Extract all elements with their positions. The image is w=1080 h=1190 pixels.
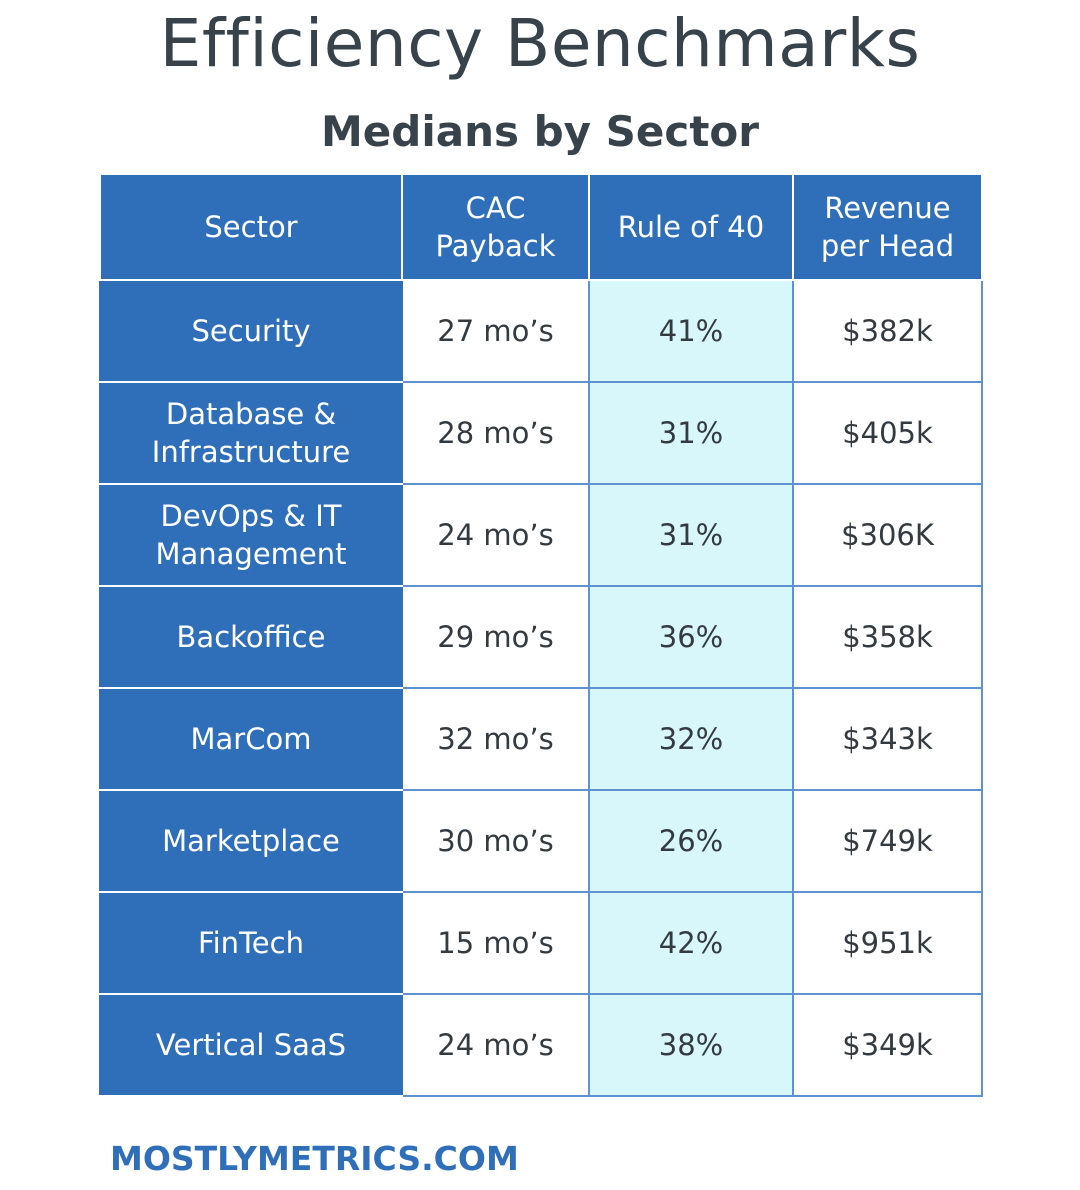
rule-of-40-cell: 36% bbox=[588, 585, 794, 689]
chart-subtitle: Medians by Sector bbox=[321, 107, 759, 156]
revenue-per-head-cell: $382k bbox=[792, 279, 983, 383]
sector-label: MarCom bbox=[190, 722, 312, 756]
sector-label: FinTech bbox=[198, 926, 304, 960]
sector-label: Infrastructure bbox=[151, 435, 351, 469]
table-row: Security 27 mo’s 41% $382k bbox=[99, 279, 983, 383]
cac-payback-cell: 32 mo’s bbox=[401, 687, 590, 791]
table-row: DevOps & IT Management 24 mo’s 31% $306K bbox=[99, 483, 983, 587]
cac-payback-cell: 24 mo’s bbox=[401, 993, 590, 1097]
header-sector: Sector bbox=[99, 173, 403, 281]
sector-cell: Backoffice bbox=[99, 585, 403, 689]
cac-payback-cell: 30 mo’s bbox=[401, 789, 590, 893]
revenue-per-head-cell: $349k bbox=[792, 993, 983, 1097]
rule-of-40-cell: 31% bbox=[588, 483, 794, 587]
cac-payback-cell: 15 mo’s bbox=[401, 891, 590, 995]
cac-payback-cell: 29 mo’s bbox=[401, 585, 590, 689]
rule-of-40-cell: 42% bbox=[588, 891, 794, 995]
sector-label: Management bbox=[155, 537, 347, 571]
revenue-per-head-cell: $405k bbox=[792, 381, 983, 485]
revenue-per-head-cell: $306K bbox=[792, 483, 983, 587]
chart-title: Efficiency Benchmarks bbox=[159, 5, 921, 82]
rule-of-40-cell: 32% bbox=[588, 687, 794, 791]
revenue-per-head-cell: $749k bbox=[792, 789, 983, 893]
sector-label: Backoffice bbox=[176, 620, 326, 654]
header-revenue-line-2: per Head bbox=[820, 229, 955, 263]
sector-label: Marketplace bbox=[162, 824, 340, 858]
footer-site-url: MOSTLYMETRICS.COM bbox=[110, 1139, 519, 1178]
rule-of-40-cell: 41% bbox=[588, 279, 794, 383]
cac-payback-cell: 27 mo’s bbox=[401, 279, 590, 383]
table-row: FinTech 15 mo’s 42% $951k bbox=[99, 891, 983, 995]
revenue-per-head-cell: $358k bbox=[792, 585, 983, 689]
cac-payback-cell: 28 mo’s bbox=[401, 381, 590, 485]
sector-label: Security bbox=[191, 314, 311, 348]
header-cac-payback: CAC Payback bbox=[401, 173, 590, 281]
table-row: Database & Infrastructure 28 mo’s 31% $405k bbox=[99, 381, 983, 485]
revenue-per-head-cell: $951k bbox=[792, 891, 983, 995]
sector-cell: MarCom bbox=[99, 687, 403, 791]
table-header-row: Sector CAC Payback Rule of 40 Revenue pe… bbox=[99, 173, 983, 281]
table-row: Backoffice 29 mo’s 36% $358k bbox=[99, 585, 983, 689]
table-row: Vertical SaaS 24 mo’s 38% $349k bbox=[99, 993, 983, 1097]
table-row: MarCom 32 mo’s 32% $343k bbox=[99, 687, 983, 791]
header-revenue-per-head: Revenue per Head bbox=[792, 173, 983, 281]
sector-cell: DevOps & IT Management bbox=[99, 483, 403, 587]
header-rule-of-40: Rule of 40 bbox=[588, 173, 794, 281]
sector-label: Vertical SaaS bbox=[155, 1028, 347, 1062]
header-cac-line-2: Payback bbox=[435, 229, 556, 263]
rule-of-40-cell: 26% bbox=[588, 789, 794, 893]
benchmarks-table: Sector CAC Payback Rule of 40 Revenue pe… bbox=[99, 173, 983, 1097]
table-body: Security 27 mo’s 41% $382k Database & Infrast… bbox=[99, 279, 983, 1097]
sector-cell: Vertical SaaS bbox=[99, 993, 403, 1097]
sector-label: Database & bbox=[165, 397, 337, 431]
header-cac-line-1: CAC bbox=[465, 191, 526, 225]
sector-label: DevOps & IT bbox=[160, 499, 342, 533]
rule-of-40-cell: 31% bbox=[588, 381, 794, 485]
table-row: Marketplace 30 mo’s 26% $749k bbox=[99, 789, 983, 893]
header-rule-line: Rule of 40 bbox=[617, 210, 765, 244]
cac-payback-cell: 24 mo’s bbox=[401, 483, 590, 587]
header-revenue-line-1: Revenue bbox=[824, 191, 951, 225]
header-sector-line: Sector bbox=[204, 210, 298, 244]
sector-cell: Security bbox=[99, 279, 403, 383]
rule-of-40-cell: 38% bbox=[588, 993, 794, 1097]
sector-cell: FinTech bbox=[99, 891, 403, 995]
sector-cell: Database & Infrastructure bbox=[99, 381, 403, 485]
revenue-per-head-cell: $343k bbox=[792, 687, 983, 791]
sector-cell: Marketplace bbox=[99, 789, 403, 893]
